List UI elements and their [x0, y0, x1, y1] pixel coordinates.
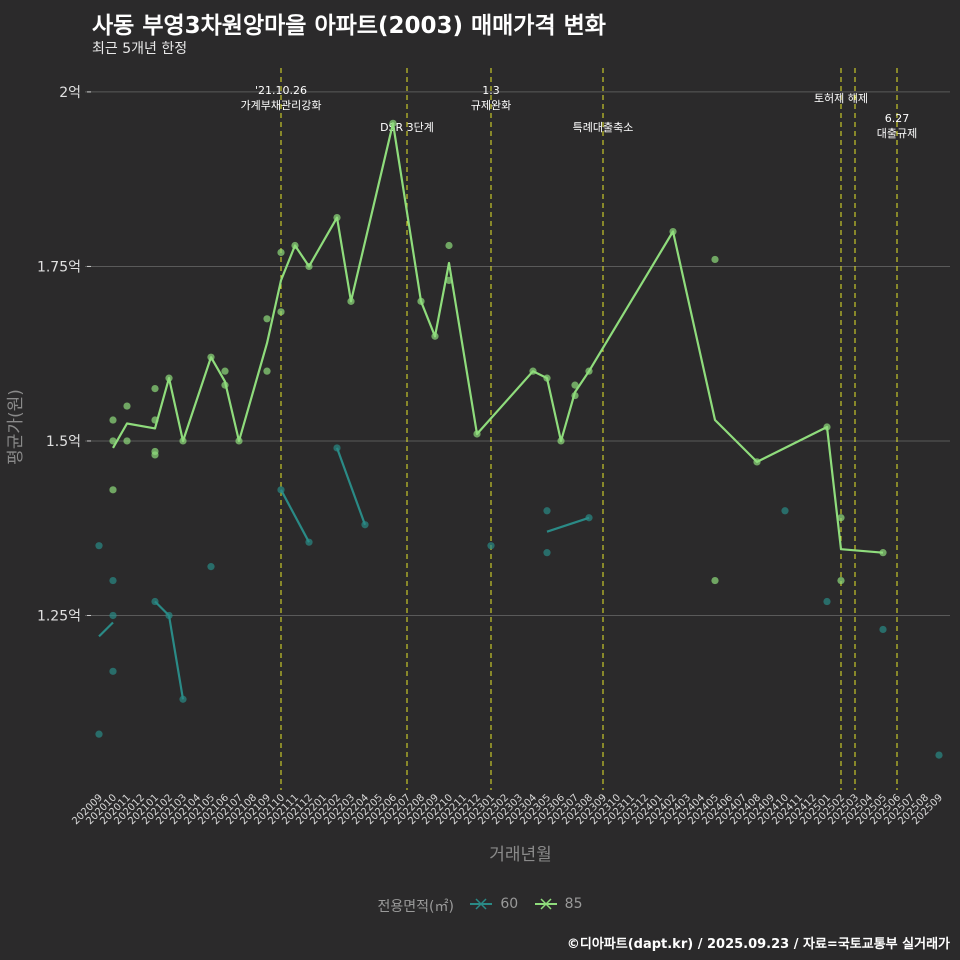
- data-point-85: [347, 297, 355, 305]
- data-point-85: [235, 437, 243, 445]
- chart-subtitle: 최근 5개년 한정: [92, 41, 188, 57]
- data-point-85: [753, 458, 761, 466]
- data-point-85: [529, 367, 537, 375]
- policy-label: '21.10.26: [255, 84, 307, 97]
- data-point-85: [879, 549, 887, 557]
- policy-label: 6.27: [885, 112, 910, 125]
- data-point-85: [557, 437, 565, 445]
- policy-label: 특례대출축소: [573, 121, 634, 134]
- legend: 전용면적(㎡) 60 85: [0, 896, 960, 916]
- data-point-60: [95, 542, 103, 550]
- data-point-85: [305, 262, 313, 271]
- data-point-60: [151, 597, 159, 606]
- data-point-85: [571, 391, 579, 400]
- legend-label-60: 60: [500, 896, 519, 912]
- data-point-85: [473, 430, 481, 438]
- data-point-60: [585, 514, 593, 522]
- data-point-85: [109, 486, 117, 494]
- y-tick-label: 1.25억: [37, 608, 81, 624]
- x-axis-title: 거래년월: [489, 845, 552, 865]
- data-point-60: [109, 576, 117, 585]
- data-point-60: [109, 611, 117, 620]
- y-axis-title: 평균가(원): [6, 389, 26, 465]
- legend-item-85: 85: [533, 896, 583, 912]
- data-point-85: [417, 297, 425, 305]
- data-point-85: [123, 402, 131, 410]
- data-point-85: [277, 308, 285, 316]
- data-point-85: [277, 248, 285, 257]
- data-point-85: [571, 381, 579, 389]
- data-point-85: [333, 213, 341, 222]
- data-point-60: [165, 611, 173, 620]
- data-point-85: [207, 353, 215, 361]
- data-point-85: [179, 437, 187, 445]
- legend-key-85: [534, 898, 557, 910]
- data-point-85: [165, 374, 173, 382]
- data-point-60: [879, 625, 887, 634]
- data-point-60: [277, 486, 285, 494]
- data-point-85: [711, 576, 719, 585]
- data-point-85: [151, 451, 159, 459]
- data-point-60: [935, 751, 943, 759]
- legend-item-60: 60: [468, 896, 518, 912]
- series-line-60: [546, 516, 590, 533]
- chart-title: 사동 부영3차원앙마을 아파트(2003) 매매가격 변화: [92, 13, 606, 39]
- data-point-60: [487, 542, 495, 550]
- data-point-60: [361, 521, 369, 529]
- policy-label: DSR 3단계: [380, 121, 434, 134]
- data-point-85: [445, 241, 453, 250]
- data-point-85: [109, 437, 117, 445]
- data-point-85: [585, 367, 593, 375]
- data-point-85: [837, 576, 845, 585]
- data-point-60: [543, 549, 551, 557]
- data-point-85: [221, 381, 229, 389]
- legend-key-60: [470, 898, 493, 910]
- policy-label: 토허제 해제: [814, 91, 868, 105]
- data-point-60: [333, 444, 341, 452]
- data-point-60: [543, 507, 551, 515]
- policy-label: 대출규제: [877, 127, 917, 140]
- data-point-85: [263, 315, 271, 323]
- y-tick-label: 2억: [59, 85, 81, 101]
- legend-label-85: 85: [564, 896, 583, 912]
- data-point-85: [123, 437, 131, 445]
- data-point-60: [109, 667, 117, 675]
- y-tick-label: 1.5억: [46, 434, 81, 450]
- data-point-85: [151, 416, 159, 424]
- data-point-60: [207, 563, 215, 571]
- data-point-60: [305, 538, 313, 546]
- data-point-85: [221, 367, 229, 375]
- data-point-60: [179, 695, 187, 703]
- policy-label: 규제완화: [471, 99, 511, 112]
- data-point-85: [823, 423, 831, 431]
- data-point-60: [781, 507, 789, 515]
- data-point-60: [823, 597, 831, 606]
- data-point-85: [669, 227, 677, 236]
- series-line-60: [335, 447, 367, 526]
- data-point-85: [445, 276, 453, 285]
- series-line-85: [112, 122, 884, 554]
- data-point-85: [151, 385, 159, 393]
- data-point-85: [291, 241, 299, 250]
- policy-label: 1.3: [482, 84, 500, 97]
- data-point-85: [431, 332, 439, 340]
- source-caption: ©디아파트(dapt.kr) / 2025.09.23 / 자료=국토교통부 실…: [566, 937, 950, 952]
- data-point-60: [95, 730, 103, 738]
- data-point-85: [837, 514, 845, 522]
- policy-label: 가계부채관리강화: [241, 99, 322, 112]
- legend-title: 전용면적(㎡): [377, 899, 454, 915]
- data-point-85: [109, 416, 117, 424]
- data-point-85: [263, 367, 271, 375]
- series-line-60: [98, 621, 114, 638]
- data-point-85: [389, 119, 397, 127]
- y-tick-label: 1.75억: [37, 259, 81, 275]
- series-line-60: [280, 489, 310, 543]
- data-point-85: [543, 374, 551, 382]
- data-point-85: [711, 255, 719, 264]
